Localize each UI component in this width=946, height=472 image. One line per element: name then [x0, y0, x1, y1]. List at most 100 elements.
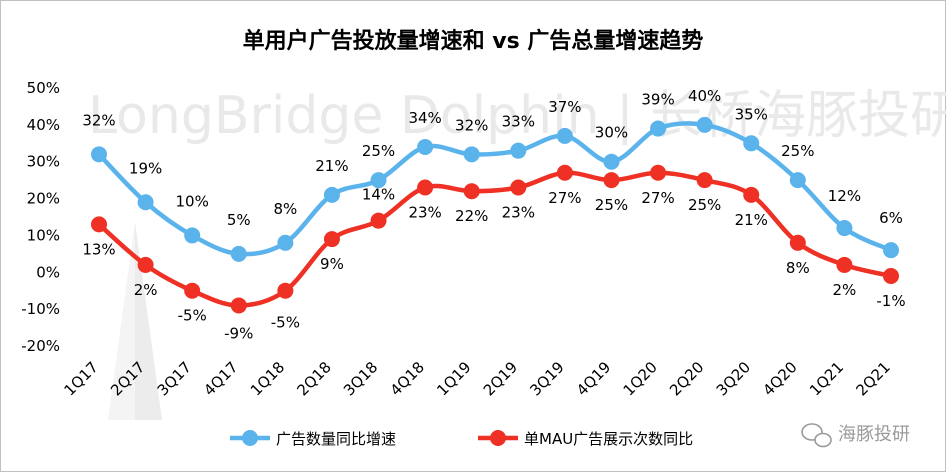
x-tick-label: 1Q19	[433, 358, 474, 399]
watermark: LongBridge Dolphin | 长桥海豚投研	[88, 86, 946, 420]
data-point	[836, 256, 853, 273]
data-point	[277, 234, 294, 251]
data-label: 27%	[641, 189, 674, 207]
legend-label: 广告数量同比增速	[276, 430, 396, 448]
data-point	[370, 212, 387, 229]
data-label: -9%	[224, 324, 253, 342]
data-label: 25%	[781, 142, 814, 160]
x-tick-label: 3Q17	[154, 358, 195, 399]
data-label: 35%	[735, 105, 768, 123]
y-tick-label: 50%	[27, 79, 60, 97]
data-point	[603, 172, 620, 189]
x-tick-label: 4Q19	[573, 358, 614, 399]
x-tick-label: 2Q20	[666, 358, 707, 399]
data-label: 2%	[833, 281, 857, 299]
data-label: 5%	[227, 211, 251, 229]
y-tick-label: -20%	[21, 337, 60, 355]
wechat-icon	[801, 423, 832, 448]
legend: 广告数量同比增速 单MAU广告展示次数同比	[230, 430, 693, 448]
x-tick-label: 3Q20	[713, 358, 754, 399]
data-point	[184, 227, 201, 244]
data-point	[91, 216, 107, 233]
x-tick-label: 2Q18	[293, 358, 334, 399]
data-point	[883, 242, 899, 259]
x-tick-label: 1Q18	[247, 358, 288, 399]
data-label: 22%	[455, 207, 488, 225]
data-point	[323, 186, 340, 203]
x-tick-label: 1Q17	[61, 358, 102, 399]
y-tick-label: 30%	[27, 153, 60, 171]
data-label: 33%	[502, 113, 535, 131]
data-point	[556, 127, 573, 144]
y-tick-label: -10%	[21, 300, 60, 318]
wechat-badge: 海豚投研	[801, 423, 910, 448]
y-axis: -20% -10% 0% 10% 20% 30% 40% 50%	[21, 79, 60, 355]
data-label: -5%	[271, 314, 300, 332]
data-label: 8%	[786, 259, 810, 277]
data-point	[463, 183, 480, 200]
legend-label: 单MAU广告展示次数同比	[524, 430, 693, 448]
data-label: 32%	[455, 116, 488, 134]
data-label: 10%	[176, 192, 209, 210]
data-label: 21%	[735, 211, 768, 229]
data-label: 8%	[273, 200, 297, 218]
data-point	[184, 282, 201, 299]
wechat-badge-text: 海豚投研	[838, 424, 910, 445]
data-label: 37%	[548, 98, 581, 116]
data-point	[743, 186, 760, 203]
data-point	[91, 146, 107, 163]
x-tick-label: 4Q20	[759, 358, 800, 399]
data-label: 19%	[129, 159, 162, 177]
x-axis: 1Q17 2Q17 3Q17 4Q17 1Q18 2Q18 3Q18 4Q18 1Q19 2Q19…	[61, 358, 894, 399]
data-point	[417, 138, 434, 155]
data-point	[510, 179, 527, 196]
data-label: 2%	[134, 281, 158, 299]
x-tick-label: 2Q21	[853, 358, 894, 399]
data-label: 23%	[408, 204, 441, 222]
data-point	[650, 164, 667, 181]
data-point	[463, 146, 480, 163]
data-label: 21%	[315, 157, 348, 175]
data-label: 12%	[828, 187, 861, 205]
x-tick-label: 1Q20	[620, 358, 661, 399]
data-label: 25%	[362, 142, 395, 160]
data-point	[556, 164, 573, 181]
legend-marker	[490, 430, 506, 446]
y-tick-label: 10%	[27, 226, 60, 244]
data-label: 27%	[548, 189, 581, 207]
data-labels: 32% 19% 10% 5% 8% 21% 25% 34% 32% 33% 37% 30% 39% 40%…	[82, 87, 905, 343]
data-label: 32%	[82, 111, 115, 129]
data-point	[696, 116, 713, 133]
data-point	[883, 267, 899, 284]
data-point	[137, 256, 154, 273]
chart-title: 单用户广告投放量增速和 vs 广告总量增速趋势	[243, 28, 704, 54]
data-label: 13%	[82, 240, 115, 258]
data-label: 6%	[879, 209, 903, 227]
data-point	[836, 220, 853, 237]
watermark-text: LongBridge Dolphin | 长桥海豚投研	[88, 86, 946, 146]
data-label: 25%	[595, 196, 628, 214]
data-label: 23%	[502, 204, 535, 222]
series-layer	[91, 116, 899, 314]
data-point	[603, 153, 620, 170]
data-point	[743, 135, 760, 152]
data-point	[789, 234, 806, 251]
y-tick-label: 20%	[27, 190, 60, 208]
legend-marker	[242, 430, 258, 446]
data-point	[370, 172, 387, 189]
x-tick-label: 4Q18	[387, 358, 428, 399]
data-label: -5%	[178, 307, 207, 325]
data-point	[510, 142, 527, 159]
series-line	[97, 170, 892, 308]
data-label: 9%	[320, 255, 344, 273]
x-tick-label: 1Q21	[806, 358, 847, 399]
data-point	[789, 172, 806, 189]
data-label: 25%	[688, 196, 721, 214]
data-point	[650, 120, 667, 137]
data-label: 14%	[362, 186, 395, 204]
data-point	[696, 172, 713, 189]
data-point	[230, 297, 247, 314]
y-tick-label: 0%	[36, 263, 60, 281]
data-label: 39%	[641, 91, 674, 109]
